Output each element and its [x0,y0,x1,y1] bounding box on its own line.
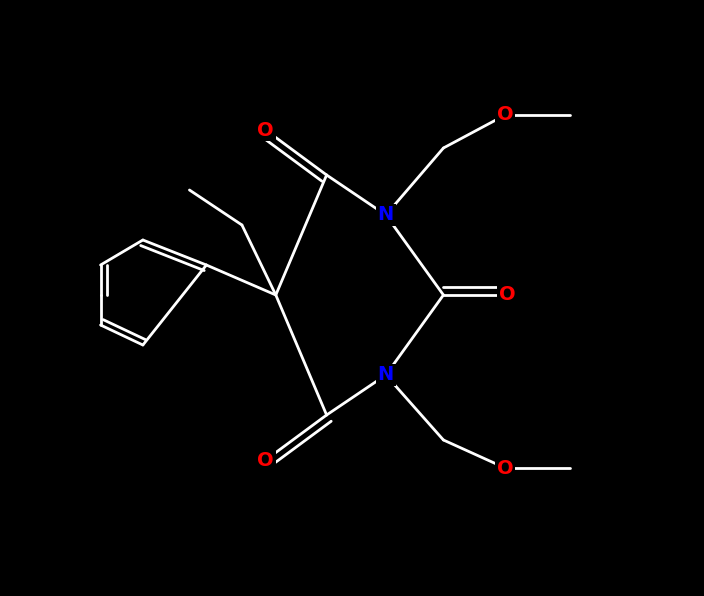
Text: N: N [378,365,394,384]
Text: N: N [378,206,394,225]
Text: O: O [258,451,274,470]
Text: O: O [497,458,513,477]
Text: O: O [497,105,513,125]
Text: O: O [258,120,274,139]
Text: O: O [498,285,515,305]
